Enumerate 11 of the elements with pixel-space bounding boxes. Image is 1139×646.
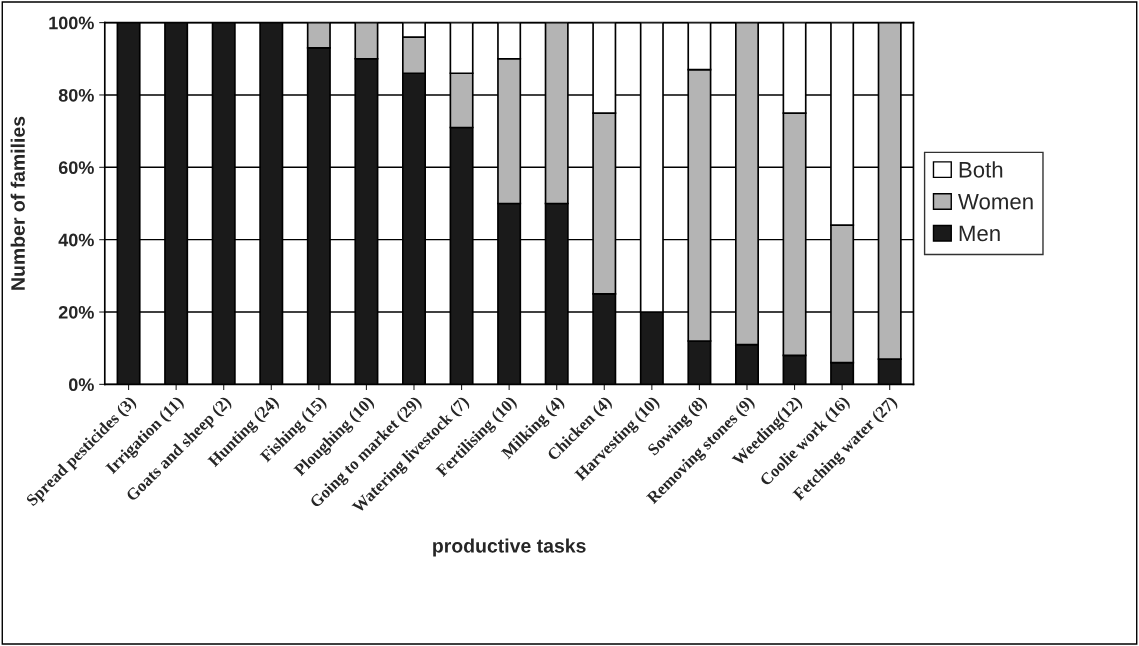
- legend-label: Both: [959, 161, 1003, 178]
- y-tick-label: 40%: [58, 233, 94, 247]
- legend-label: Men: [959, 225, 1000, 242]
- legend-label: Women: [958, 193, 1033, 210]
- x-axis-title: productive tasks: [433, 538, 586, 557]
- y-tick-label: 20%: [58, 305, 94, 319]
- y-tick-label: 60%: [58, 161, 94, 175]
- y-tick-label: 100%: [49, 16, 94, 30]
- y-axis-title: Number of families: [10, 116, 25, 290]
- y-tick-label: 80%: [58, 88, 94, 102]
- y-tick-label: 0%: [68, 378, 94, 392]
